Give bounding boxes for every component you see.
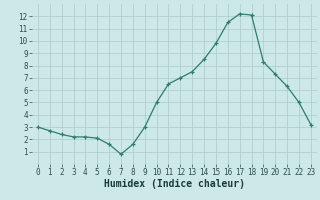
- X-axis label: Humidex (Indice chaleur): Humidex (Indice chaleur): [104, 179, 245, 189]
